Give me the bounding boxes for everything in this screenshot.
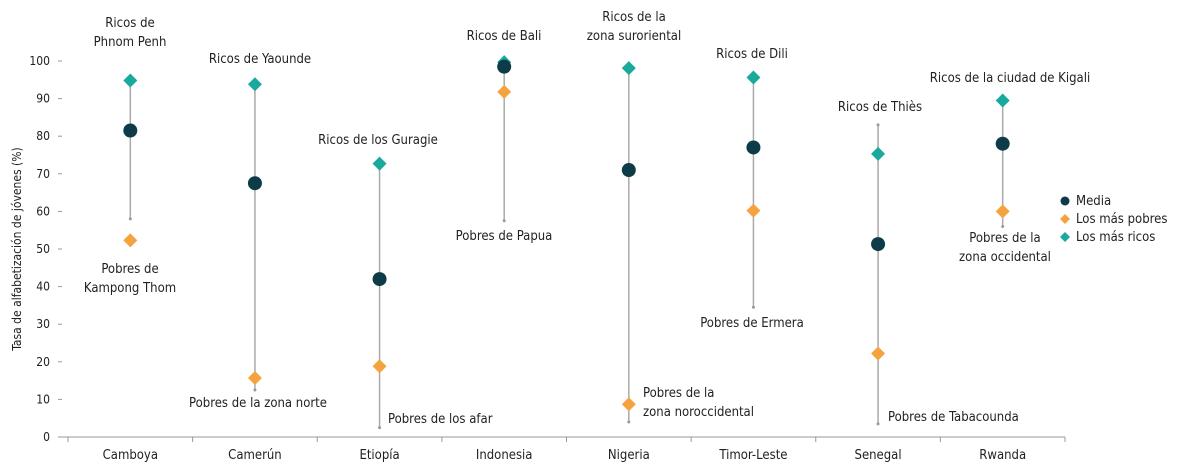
dot — [995, 136, 1010, 151]
annotation: Ricos de Yaounde — [209, 52, 311, 67]
y-tick-label: 90 — [36, 92, 50, 106]
diamond — [372, 156, 387, 171]
diamond — [746, 70, 761, 85]
dot — [247, 176, 262, 191]
diamond — [497, 84, 512, 99]
y-tick-label: 70 — [36, 167, 50, 181]
x-tick-label: Timor-Leste — [718, 448, 787, 463]
dot — [123, 123, 138, 138]
range-end — [378, 426, 382, 430]
diamond — [123, 73, 138, 88]
y-tick-label: 10 — [36, 392, 50, 406]
annotation: Ricos de — [105, 16, 154, 31]
x-tick-label: Camerún — [228, 448, 282, 463]
dot — [746, 140, 761, 155]
annotation: Pobres de la zona norte — [189, 396, 327, 411]
x-tick-label: Etiopía — [359, 448, 399, 463]
range-end — [1001, 224, 1005, 228]
diamond — [247, 370, 262, 385]
diamond — [995, 93, 1010, 108]
dot — [372, 272, 387, 287]
annotation: zona noroccidental — [643, 405, 754, 420]
annotation: Pobres de la — [643, 386, 714, 401]
y-tick-label: 60 — [36, 204, 50, 218]
diamond — [746, 203, 761, 218]
x-tick-label: Camboya — [103, 448, 158, 463]
annotation: Kampong Thom — [84, 281, 176, 296]
range-end — [876, 123, 880, 127]
y-tick-label: 40 — [36, 280, 50, 294]
diamond — [871, 146, 886, 161]
range-end — [128, 217, 132, 221]
dot — [621, 163, 636, 178]
annotation: Ricos de Thiès — [838, 100, 922, 115]
range-end — [876, 422, 880, 426]
y-tick-label: 0 — [43, 430, 50, 444]
diamond — [995, 204, 1010, 219]
y-tick-label: 30 — [36, 317, 50, 331]
range-end — [502, 219, 506, 223]
diamond — [372, 359, 387, 374]
legend-marker — [1060, 214, 1070, 224]
annotation: Pobres de Papua — [456, 229, 553, 244]
annotation: Pobres de Tabacounda — [888, 410, 1019, 425]
dot — [497, 59, 512, 74]
diamond — [871, 346, 886, 361]
range-end — [751, 305, 755, 309]
annotation: Pobres de Ermera — [700, 316, 804, 331]
legend-marker — [1060, 232, 1070, 242]
dot — [871, 237, 886, 252]
annotation: Pobres de los afar — [388, 412, 493, 427]
range-end — [253, 388, 257, 392]
y-tick-label: 80 — [36, 129, 50, 143]
annotation: Ricos de la — [602, 10, 666, 25]
annotation: Ricos de los Guragie — [318, 133, 438, 148]
y-tick-label: 20 — [36, 355, 50, 369]
x-tick-label: Indonesia — [476, 448, 533, 463]
x-tick-label: Senegal — [855, 448, 902, 463]
annotation: Ricos de Bali — [467, 29, 542, 44]
range-end — [627, 420, 631, 424]
annotation: zona occidental — [959, 250, 1051, 265]
annotation: zona suroriental — [587, 29, 681, 44]
y-tick-label: 100 — [29, 54, 50, 68]
annotation: Ricos de la ciudad de Kigali — [930, 71, 1090, 86]
annotation: Pobres de la — [969, 231, 1040, 246]
legend-label: Los más pobres — [1076, 212, 1167, 227]
y-tick-label: 50 — [36, 242, 50, 256]
y-axis-label: Tasa de alfabetización de jóvenes (%) — [10, 147, 24, 351]
diamond — [621, 61, 636, 76]
annotation: Pobres de — [101, 262, 158, 277]
legend-label: Los más ricos — [1076, 230, 1155, 245]
diamond — [621, 397, 636, 412]
diamond — [123, 233, 138, 248]
x-tick-label: Rwanda — [979, 448, 1026, 463]
legend-marker — [1060, 196, 1070, 206]
x-tick-label: Nigeria — [608, 448, 650, 463]
diamond — [247, 77, 262, 92]
annotation: Ricos de Dili — [716, 47, 788, 62]
legend-label: Media — [1076, 194, 1111, 209]
annotation: Phnom Penh — [94, 35, 167, 50]
